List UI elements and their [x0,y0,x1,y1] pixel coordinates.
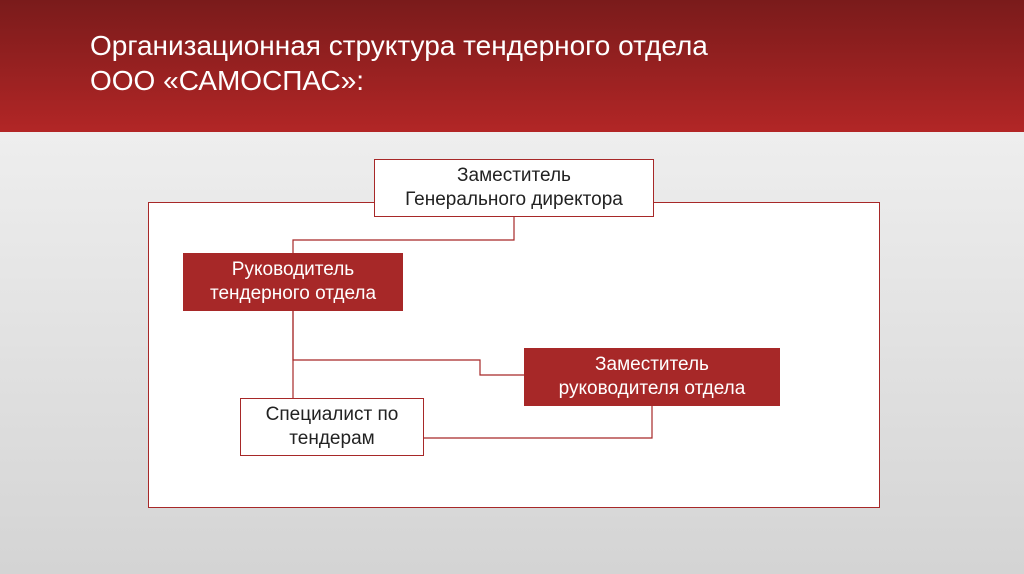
node-label: Руководитель тендерного отдела [210,258,376,306]
node-label: Специалист по тендерам [266,403,399,451]
node-label-line1: Специалист по [266,404,399,425]
node-tender-specialist: Специалист по тендерам [240,398,424,456]
node-label-line2: тендерам [289,428,374,449]
node-label: Заместитель руководителя отдела [559,353,746,401]
node-label-line2: руководителя отдела [559,378,746,399]
node-deputy-head-dept: Заместитель руководителя отдела [524,348,780,406]
slide-header: Организационная структура тендерного отд… [0,0,1024,132]
node-label-line1: Заместитель [457,165,571,186]
node-deputy-general-director: Заместитель Генерального директора [374,159,654,217]
node-label-line1: Заместитель [595,354,709,375]
node-label-line2: тендерного отдела [210,283,376,304]
node-label: Заместитель Генерального директора [405,164,623,212]
slide-title-line2: ООО «САМОСПАС»: [90,65,364,96]
node-label-line2: Генерального директора [405,189,623,210]
node-head-tender-dept: Руководитель тендерного отдела [183,253,403,311]
node-label-line1: Руководитель [232,259,354,280]
slide-title-line1: Организационная структура тендерного отд… [90,30,708,61]
slide-title: Организационная структура тендерного отд… [90,28,934,98]
slide-body: Заместитель Генерального директора Руков… [0,132,1024,574]
